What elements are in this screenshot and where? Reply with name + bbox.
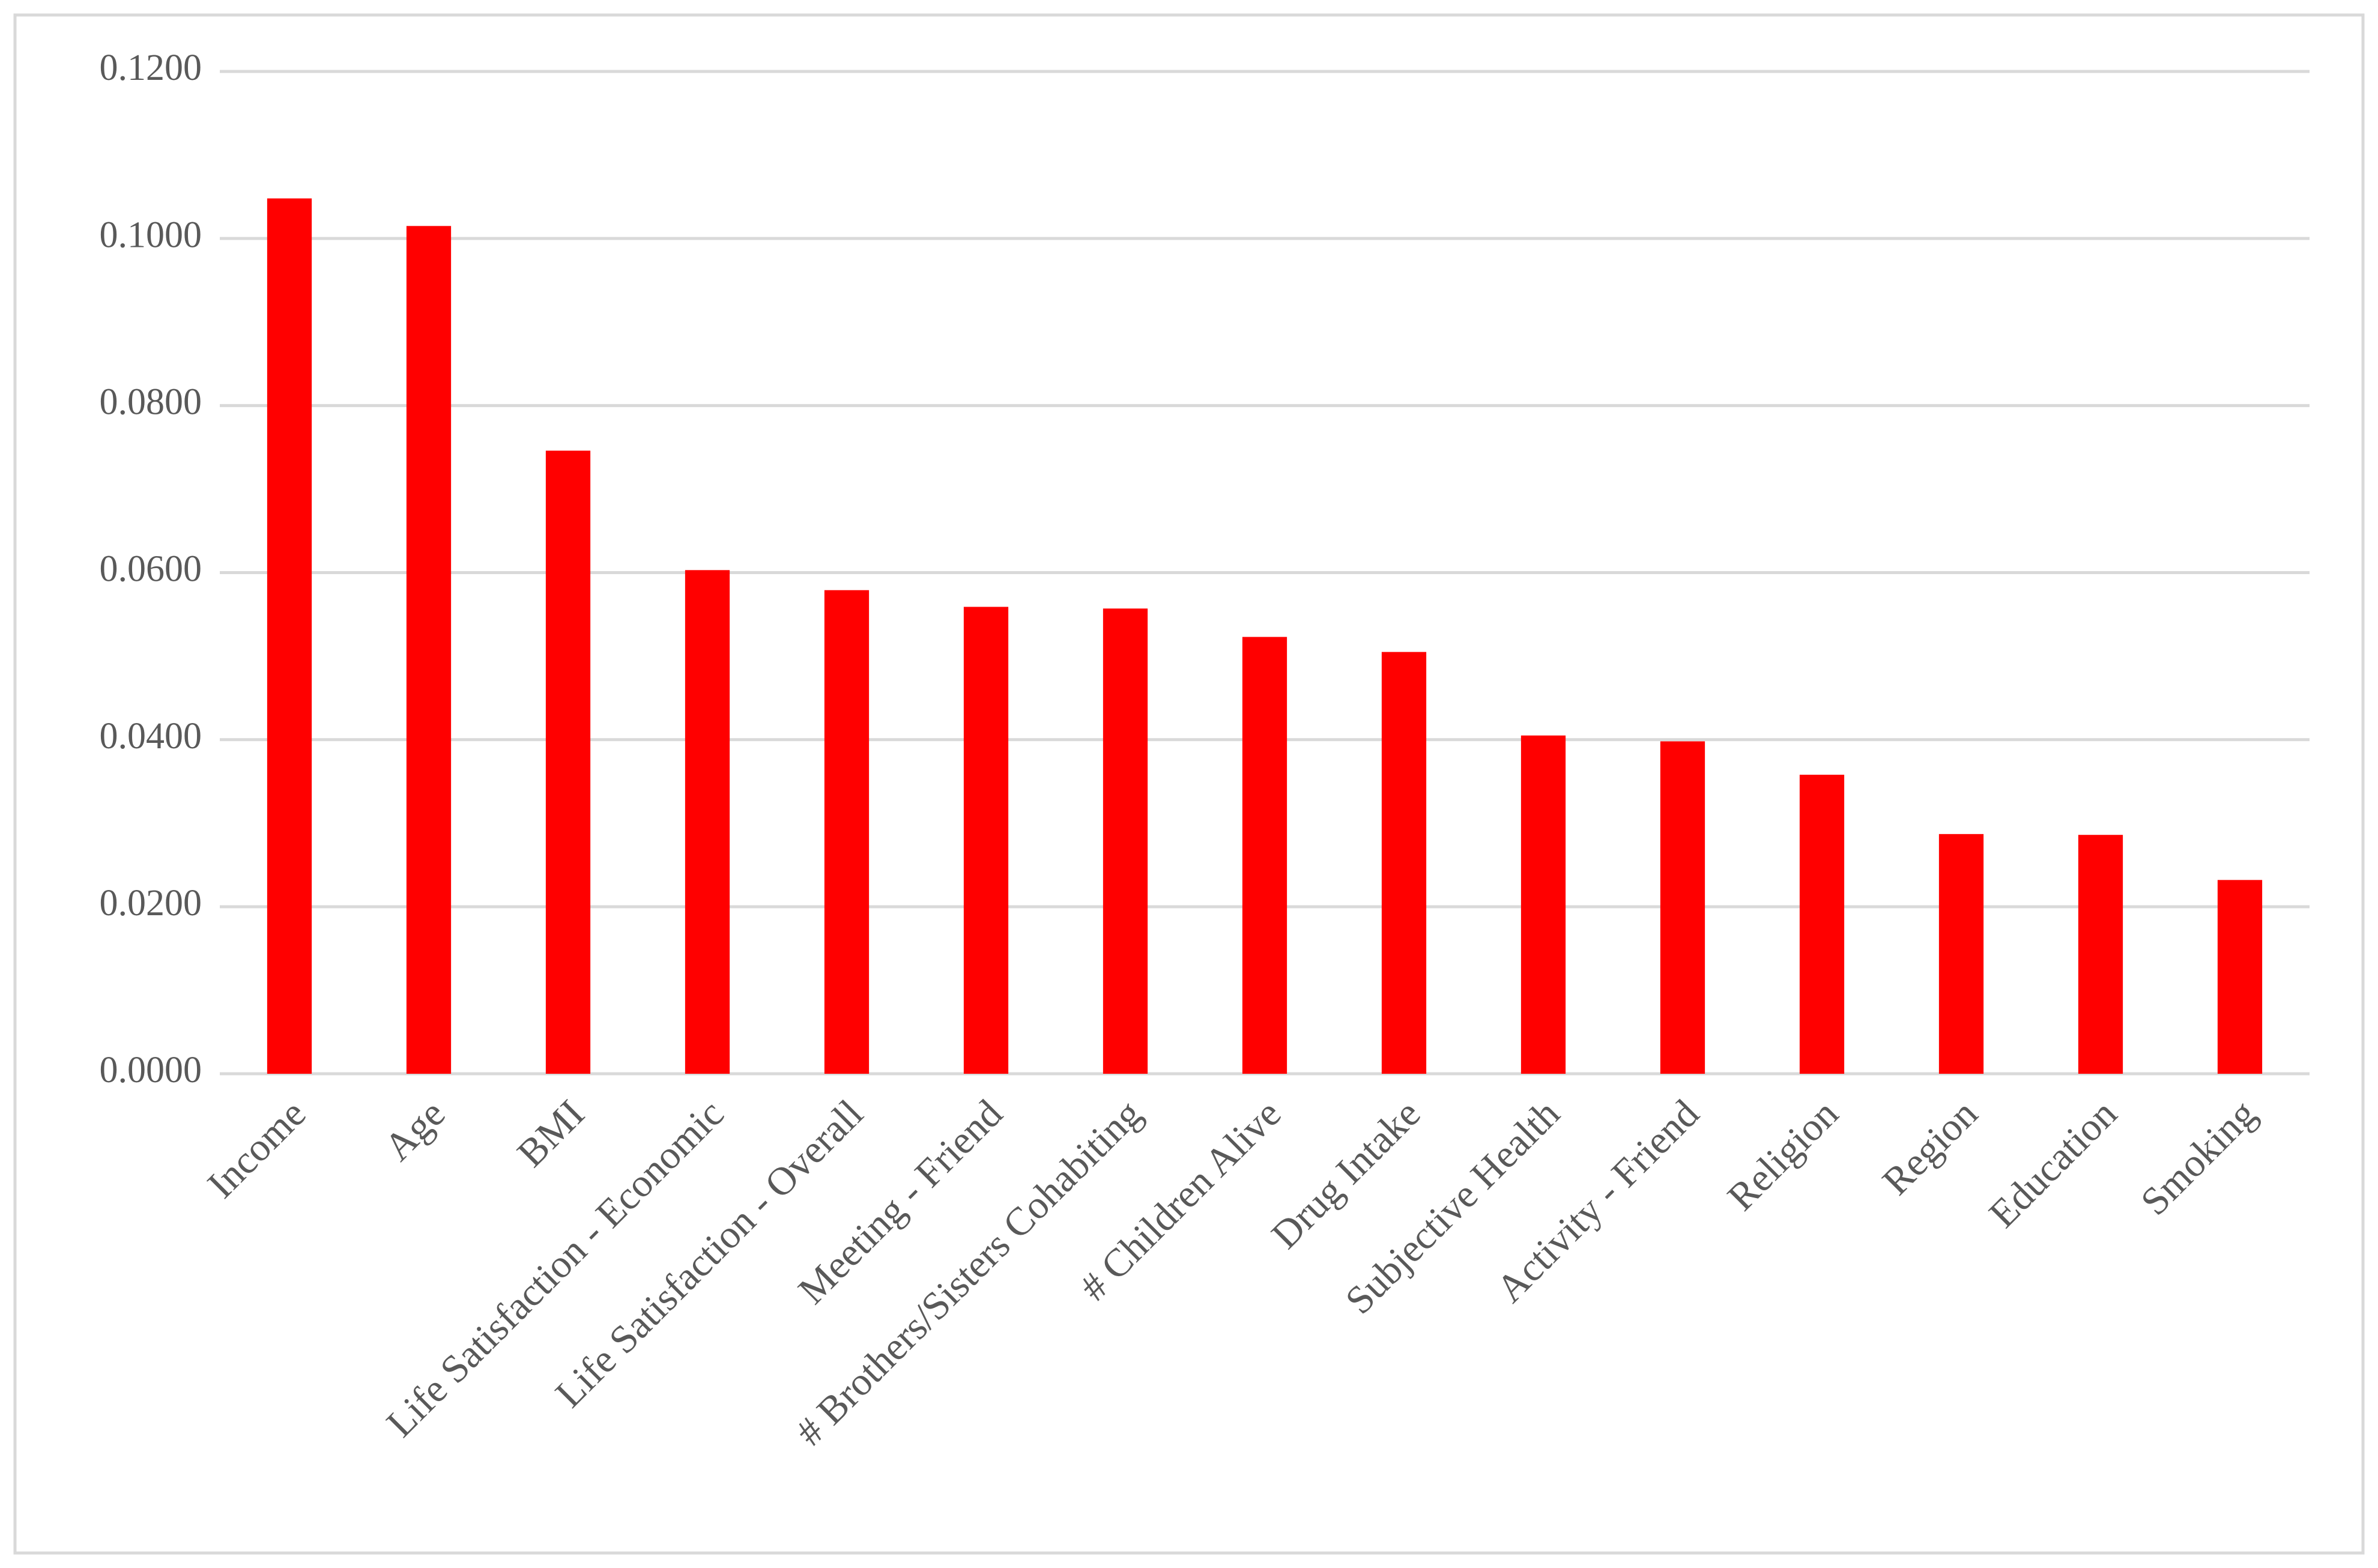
bar: [824, 590, 870, 1074]
bar: [1799, 775, 1845, 1074]
y-tick-label: 0.0400: [100, 716, 202, 757]
bar: [1242, 637, 1287, 1074]
bar: [2078, 835, 2123, 1074]
bar: [1381, 652, 1427, 1074]
chart-border: [13, 13, 2365, 1555]
bar: [545, 450, 591, 1074]
bar: [267, 198, 312, 1074]
bar: [1103, 608, 1148, 1074]
y-tick-label: 0.0800: [100, 382, 202, 423]
bar: [1660, 741, 1705, 1074]
bar: [2217, 880, 2263, 1074]
y-tick-label: 0.0600: [100, 549, 202, 590]
bar: [963, 607, 1009, 1074]
y-tick-label: 0.0000: [100, 1050, 202, 1091]
y-tick-label: 0.1000: [100, 214, 202, 255]
bar: [1938, 834, 1984, 1074]
bar: [685, 570, 730, 1074]
bar: [406, 226, 452, 1074]
bar: [1520, 735, 1566, 1074]
y-tick-label: 0.0200: [100, 883, 202, 924]
y-tick-label: 0.1200: [100, 47, 202, 88]
